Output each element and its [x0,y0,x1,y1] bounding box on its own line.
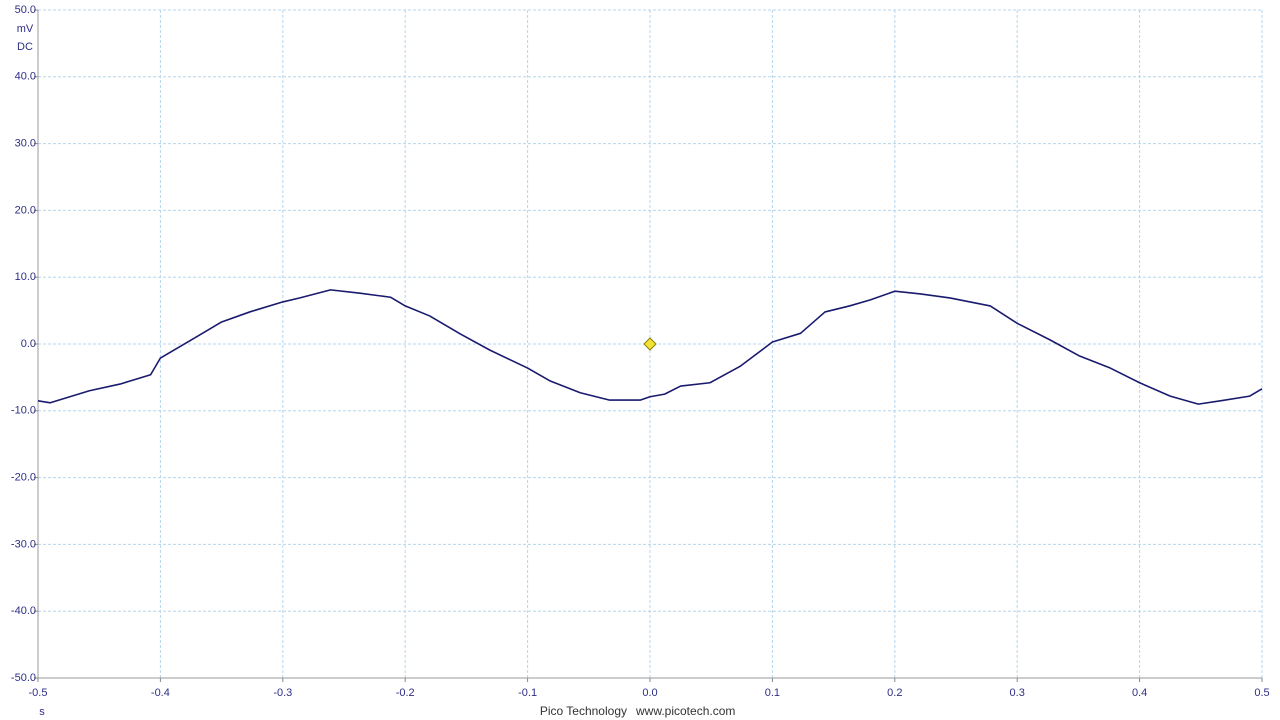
x-tick-label: -0.5 [29,687,48,699]
footer-url: www.picotech.com [635,704,735,718]
x-tick-label: -0.3 [273,687,292,699]
waveform [37,289,1263,405]
x-tick-label: -0.2 [396,687,415,699]
x-tick-label: 0.3 [1010,687,1025,699]
y-tick-label: 10.0 [15,271,36,283]
y-tick-label: 0.0 [21,338,36,350]
y-tick-label: -10.0 [11,405,36,417]
x-tick-label: 0.4 [1132,687,1147,699]
y-tick-label: 30.0 [15,138,36,150]
footer-company: Pico Technology [540,704,627,718]
coupling: DC [17,41,33,53]
y-tick-label: -30.0 [11,538,36,550]
y-tick-label: -40.0 [11,605,36,617]
trigger-marker [643,337,657,351]
x-tick-label: 0.1 [765,687,780,699]
y-tick-label: -50.0 [11,672,36,684]
y-tick-label: 20.0 [15,204,36,216]
y-unit: mV [17,23,34,35]
x-tick-label: 0.2 [887,687,902,699]
y-tick-label: 40.0 [15,71,36,83]
x-unit: s [39,706,45,718]
x-tick-label: -0.1 [518,687,537,699]
x-tick-label: -0.4 [151,687,170,699]
x-tick-label: 0.5 [1254,687,1269,699]
y-tick-label: -20.0 [11,472,36,484]
y-tick-label: 50.0 [15,4,36,16]
x-tick-label: 0.0 [642,687,657,699]
